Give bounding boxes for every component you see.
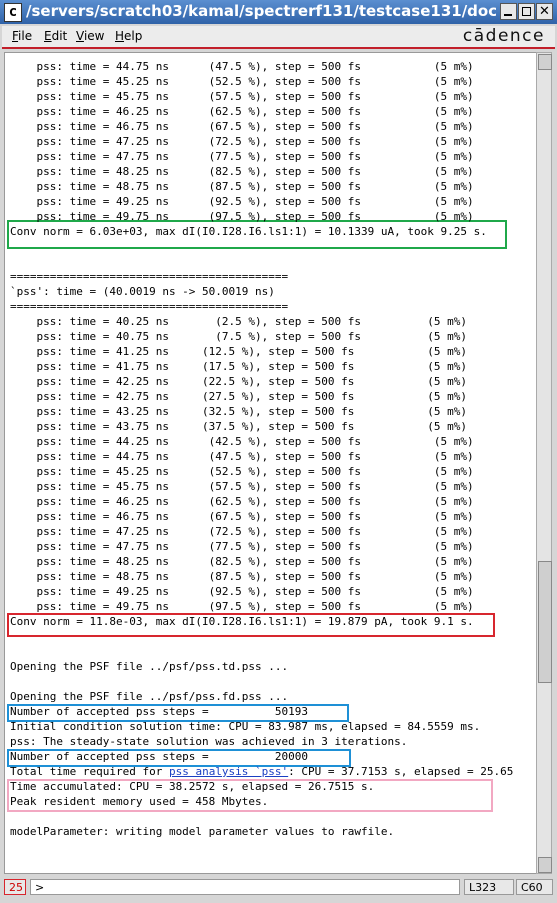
log-line: pss: time = 49.75 ns (97.5 %), step = 50… (10, 600, 474, 613)
menu-item[interactable]: View (76, 29, 105, 43)
log-line: pss: time = 43.75 ns (37.5 %), step = 50… (10, 420, 467, 433)
log-line: pss: time = 44.75 ns (47.5 %), step = 50… (10, 60, 474, 73)
log-line: Conv norm = 6.03e+03, max dI(I0.I28.I6.l… (10, 225, 487, 238)
menu-item[interactable]: Edit (44, 29, 68, 43)
log-line: Opening the PSF file ../psf/pss.td.pss .… (10, 660, 289, 673)
command-input[interactable]: > (30, 879, 460, 895)
log-line: modelParameter: writing model parameter … (10, 825, 395, 838)
scrollbar[interactable] (536, 52, 552, 874)
log-line: pss: The steady-state solution was achie… (10, 735, 408, 748)
log-line: pss: time = 48.25 ns (82.5 %), step = 50… (10, 555, 474, 568)
log-line: Number of accepted pss steps = 20000 (10, 750, 309, 763)
row-indicator: L323 (464, 879, 514, 895)
highlight-box (7, 613, 495, 637)
log-line: pss: time = 49.25 ns (92.5 %), step = 50… (10, 195, 474, 208)
menu-bar: File Edit View Help cādence (2, 26, 555, 47)
separator (2, 47, 555, 49)
log-line: pss: time = 47.25 ns (72.5 %), step = 50… (10, 525, 474, 538)
log-line: pss: time = 47.25 ns (72.5 %), step = 50… (10, 135, 474, 148)
menu-item[interactable]: Help (115, 29, 143, 43)
log-line: pss: time = 44.75 ns (47.5 %), step = 50… (10, 450, 474, 463)
log-line: ========================================… (10, 270, 289, 283)
highlight-box (7, 779, 493, 812)
app-icon[interactable]: c (4, 3, 22, 22)
log-line: Total time required for pss analysis `ps… (10, 765, 513, 780)
scroll-down[interactable] (538, 857, 552, 873)
log-line: Initial condition solution time: CPU = 8… (10, 720, 481, 733)
log-line: pss: time = 44.25 ns (42.5 %), step = 50… (10, 435, 474, 448)
log-line: pss: time = 40.25 ns (2.5 %), step = 500… (10, 315, 467, 328)
log-line: pss: time = 48.75 ns (87.5 %), step = 50… (10, 180, 474, 193)
title-bar: c /servers/scratch03/kamal/spectrerf131/… (0, 0, 557, 24)
column-indicator: C60 (516, 879, 553, 895)
log-area: pss: time = 44.75 ns (47.5 %), step = 50… (4, 52, 537, 874)
maximize-button[interactable] (518, 3, 535, 20)
close-button[interactable]: ✕ (536, 3, 553, 20)
log-line: pss: time = 49.25 ns (92.5 %), step = 50… (10, 585, 474, 598)
log-line: pss: time = 45.25 ns (52.5 %), step = 50… (10, 75, 474, 88)
log-line: pss: time = 45.25 ns (52.5 %), step = 50… (10, 465, 474, 478)
scroll-up[interactable] (538, 54, 552, 70)
log-line: pss: time = 42.25 ns (22.5 %), step = 50… (10, 375, 467, 388)
log-line: Number of accepted pss steps = 50193 (10, 705, 309, 718)
log-line: pss: time = 41.25 ns (12.5 %), step = 50… (10, 345, 467, 358)
log-line: pss: time = 42.75 ns (27.5 %), step = 50… (10, 390, 467, 403)
log-line: Conv norm = 11.8e-03, max dI(I0.I28.I6.l… (10, 615, 474, 628)
log-line: pss: time = 46.25 ns (62.5 %), step = 50… (10, 495, 474, 508)
highlight-box (7, 704, 349, 722)
scroll-thumb[interactable] (538, 561, 552, 683)
line-counter: 25 (4, 879, 26, 895)
log-line: Time accumulated: CPU = 38.2572 s, elaps… (10, 780, 375, 793)
log-line: pss: time = 49.75 ns (97.5 %), step = 50… (10, 210, 474, 223)
log-line: pss: time = 43.25 ns (32.5 %), step = 50… (10, 405, 467, 418)
log-text: : CPU = 37.7153 s, elapsed = 25.65 (288, 765, 514, 778)
log-line: pss: time = 48.75 ns (87.5 %), step = 50… (10, 570, 474, 583)
log-line: pss: time = 46.75 ns (67.5 %), step = 50… (10, 120, 474, 133)
log-line: ========================================… (10, 300, 289, 313)
log-line: pss: time = 48.25 ns (82.5 %), step = 50… (10, 165, 474, 178)
log-line: `pss': time = (40.0019 ns -> 50.0019 ns) (10, 285, 275, 298)
log-line: pss: time = 46.75 ns (67.5 %), step = 50… (10, 510, 474, 523)
log-line: pss: time = 45.75 ns (57.5 %), step = 50… (10, 90, 474, 103)
highlight-box (7, 220, 507, 249)
log-line: pss: time = 40.75 ns (7.5 %), step = 500… (10, 330, 467, 343)
minimize-button[interactable] (500, 3, 517, 20)
cadence-logo: cādence (462, 26, 545, 46)
window-title: /servers/scratch03/kamal/spectrerf131/te… (26, 2, 496, 20)
highlight-box (7, 749, 351, 767)
log-line: pss: time = 41.75 ns (17.5 %), step = 50… (10, 360, 467, 373)
log-line: pss: time = 47.75 ns (77.5 %), step = 50… (10, 150, 474, 163)
log-line: pss: time = 45.75 ns (57.5 %), step = 50… (10, 480, 474, 493)
log-line: pss: time = 46.25 ns (62.5 %), step = 50… (10, 105, 474, 118)
log-line: pss: time = 47.75 ns (77.5 %), step = 50… (10, 540, 474, 553)
log-link[interactable]: pss analysis `pss' (168, 765, 289, 778)
menu-item[interactable]: File (12, 29, 33, 43)
log-text: Total time required for (10, 765, 169, 778)
log-line: Peak resident memory used = 458 Mbytes. (10, 795, 269, 808)
status-bar: 25 > L323 C60 (2, 877, 555, 899)
log-line: Opening the PSF file ../psf/pss.fd.pss .… (10, 690, 289, 703)
